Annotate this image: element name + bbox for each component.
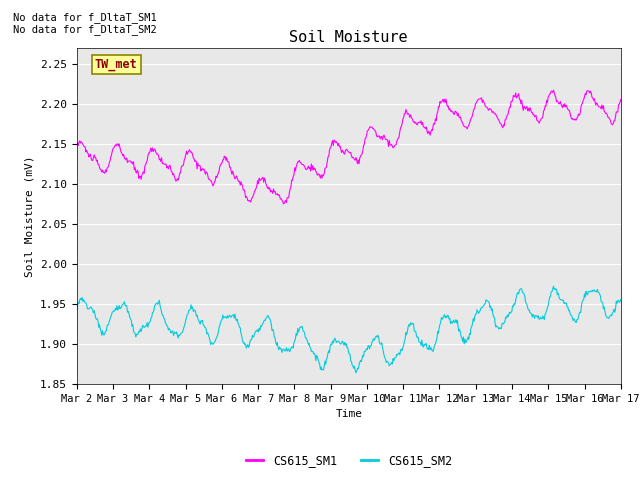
CS615_SM2 [416, 339, 424, 345]
CS615_SM1 [139, 170, 147, 176]
CS615_SM1 [73, 141, 81, 147]
Line: CS615_SM1: CS615_SM1 [77, 90, 621, 204]
CS615_SM1 [194, 160, 202, 166]
CS615_SM2 [73, 308, 81, 314]
CS615_SM1 [223, 155, 230, 160]
CS615_SM2 [139, 323, 147, 328]
CS615_SM1 [83, 147, 90, 153]
Title: Soil Moisture: Soil Moisture [289, 30, 408, 46]
Line: CS615_SM2: CS615_SM2 [77, 286, 621, 373]
Text: No data for f_DltaT_SM2: No data for f_DltaT_SM2 [13, 24, 157, 35]
CS615_SM1 [550, 87, 557, 93]
CS615_SM2 [194, 315, 202, 321]
CS615_SM2 [617, 297, 625, 302]
CS615_SM2 [352, 370, 360, 376]
Text: No data for f_DltaT_SM1: No data for f_DltaT_SM1 [13, 12, 157, 23]
CS615_SM1 [617, 96, 625, 102]
CS615_SM1 [431, 116, 439, 122]
Legend: CS615_SM1, CS615_SM2: CS615_SM1, CS615_SM2 [241, 450, 456, 472]
CS615_SM2 [83, 301, 90, 307]
X-axis label: Time: Time [335, 409, 362, 419]
CS615_SM2 [431, 341, 439, 347]
Text: TW_met: TW_met [95, 58, 138, 72]
CS615_SM2 [223, 315, 230, 321]
Y-axis label: Soil Moisture (mV): Soil Moisture (mV) [24, 155, 35, 277]
CS615_SM1 [416, 119, 424, 125]
CS615_SM1 [280, 201, 287, 206]
CS615_SM2 [550, 283, 557, 289]
